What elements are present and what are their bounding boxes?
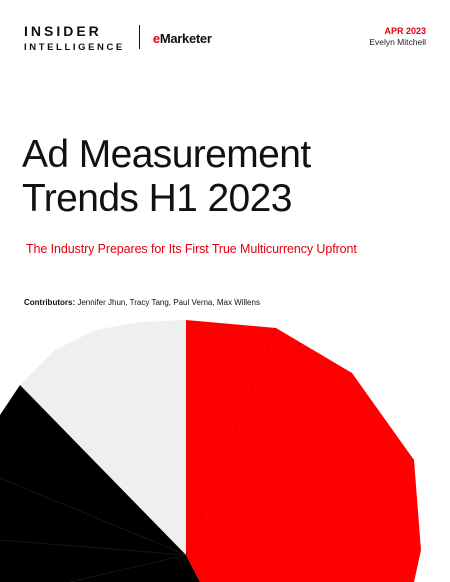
emarketer-rest: Marketer [159,31,212,46]
pie-black-radials [0,477,187,582]
report-title: Ad Measurement Trends H1 2023 [22,133,442,221]
title-line-2: Trends H1 2023 [22,177,292,220]
brand-line-2: INTELLIGENCE [24,42,125,53]
logo-divider [138,25,140,49]
brand-line-1: INSIDER [24,23,102,39]
report-subtitle: The Industry Prepares for Its First True… [26,242,357,256]
header: INSIDER INTELLIGENCE eMarketer APR 2023 … [24,24,426,54]
contributors-names: Jennifer Jhun, Tracy Tang, Paul Verna, M… [75,298,260,307]
contributors-label: Contributors: [24,298,76,307]
title-line-1: Ad Measurement [22,133,311,176]
decorative-pie-graphic [0,320,421,582]
emarketer-e: e [152,31,160,46]
report-date: APR 2023 [384,26,426,36]
pie-slice-black [0,385,200,582]
report-meta: APR 2023 Evelyn Mitchell [369,26,426,48]
report-author: Evelyn Mitchell [369,37,426,48]
contributors: Contributors: Jennifer Jhun, Tracy Tang,… [24,298,260,307]
insider-intelligence-logo: INSIDER INTELLIGENCE [24,24,125,53]
brand-logos: INSIDER INTELLIGENCE eMarketer [24,24,212,53]
pie-slice-gray [20,320,186,555]
emarketer-logo: eMarketer [153,31,212,46]
pie-red-radials [185,327,415,556]
pie-slice-red [186,320,421,582]
